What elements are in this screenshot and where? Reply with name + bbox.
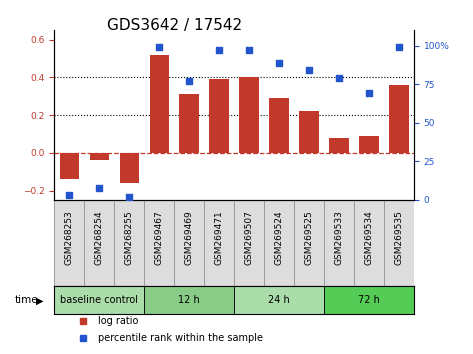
- Bar: [269, 98, 289, 153]
- Text: GSM268253: GSM268253: [65, 210, 74, 265]
- Text: GSM269471: GSM269471: [215, 210, 224, 265]
- Text: 12 h: 12 h: [178, 295, 200, 306]
- Text: ▶: ▶: [36, 295, 44, 306]
- Bar: [324, 286, 414, 314]
- Bar: [144, 286, 234, 314]
- Text: GSM269469: GSM269469: [184, 210, 194, 265]
- Bar: [89, 153, 109, 160]
- Point: [305, 67, 313, 73]
- Point: [125, 194, 133, 200]
- Text: GSM268254: GSM268254: [95, 210, 104, 265]
- Point: [275, 60, 283, 65]
- Bar: [149, 55, 169, 153]
- Text: GSM268255: GSM268255: [125, 210, 134, 265]
- Text: time: time: [14, 295, 38, 306]
- Text: GDS3642 / 17542: GDS3642 / 17542: [107, 18, 243, 33]
- Bar: [389, 85, 409, 153]
- Bar: [359, 136, 379, 153]
- Text: GSM269467: GSM269467: [155, 210, 164, 265]
- Point: [395, 44, 403, 50]
- Text: 24 h: 24 h: [268, 295, 290, 306]
- Bar: [179, 94, 199, 153]
- Text: GSM269533: GSM269533: [334, 210, 343, 265]
- Point: [335, 75, 343, 81]
- Point: [185, 78, 193, 84]
- Text: GSM269507: GSM269507: [245, 210, 254, 265]
- Point: [66, 193, 73, 198]
- Text: GSM269524: GSM269524: [274, 210, 284, 265]
- Text: baseline control: baseline control: [61, 295, 138, 306]
- Bar: [120, 153, 139, 183]
- Text: GSM269525: GSM269525: [305, 210, 314, 265]
- Point: [156, 44, 163, 50]
- Text: GSM269535: GSM269535: [394, 210, 403, 265]
- Text: GSM269534: GSM269534: [364, 210, 374, 265]
- Bar: [299, 111, 319, 153]
- Bar: [54, 286, 144, 314]
- Bar: [239, 77, 259, 153]
- Point: [215, 47, 223, 53]
- Text: percentile rank within the sample: percentile rank within the sample: [97, 333, 263, 343]
- Point: [96, 185, 103, 190]
- Bar: [210, 79, 229, 153]
- Text: log ratio: log ratio: [97, 316, 138, 326]
- Bar: [234, 286, 324, 314]
- Bar: [60, 153, 79, 179]
- Point: [365, 91, 373, 96]
- Text: 72 h: 72 h: [358, 295, 380, 306]
- Point: [245, 47, 253, 53]
- Bar: [329, 138, 349, 153]
